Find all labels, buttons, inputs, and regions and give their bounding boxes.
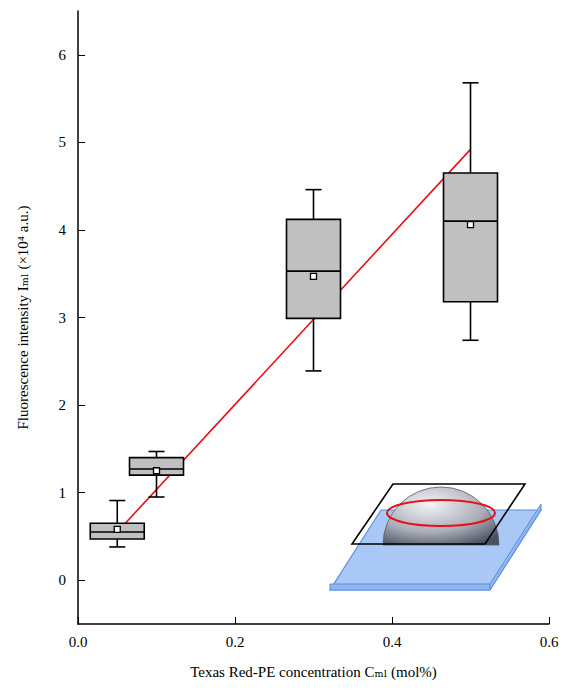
svg-text:0.0: 0.0 [69, 634, 88, 650]
svg-text:5: 5 [59, 134, 67, 150]
svg-text:0: 0 [59, 572, 67, 588]
svg-text:1: 1 [59, 485, 67, 501]
svg-text:6: 6 [59, 47, 67, 63]
svg-text:3: 3 [59, 310, 67, 326]
svg-text:Texas Red-PE concentration Cₘₗ: Texas Red-PE concentration Cₘₗ (mol%) [190, 664, 437, 681]
svg-text:0.6: 0.6 [540, 634, 559, 650]
svg-text:2: 2 [59, 397, 67, 413]
svg-text:0.4: 0.4 [383, 634, 402, 650]
svg-text:0.2: 0.2 [226, 634, 245, 650]
svg-text:Fluorescence intensity Iₘₗ (×1: Fluorescence intensity Iₘₗ (×10⁴ a.u.) [15, 206, 32, 430]
svg-text:4: 4 [59, 222, 67, 238]
